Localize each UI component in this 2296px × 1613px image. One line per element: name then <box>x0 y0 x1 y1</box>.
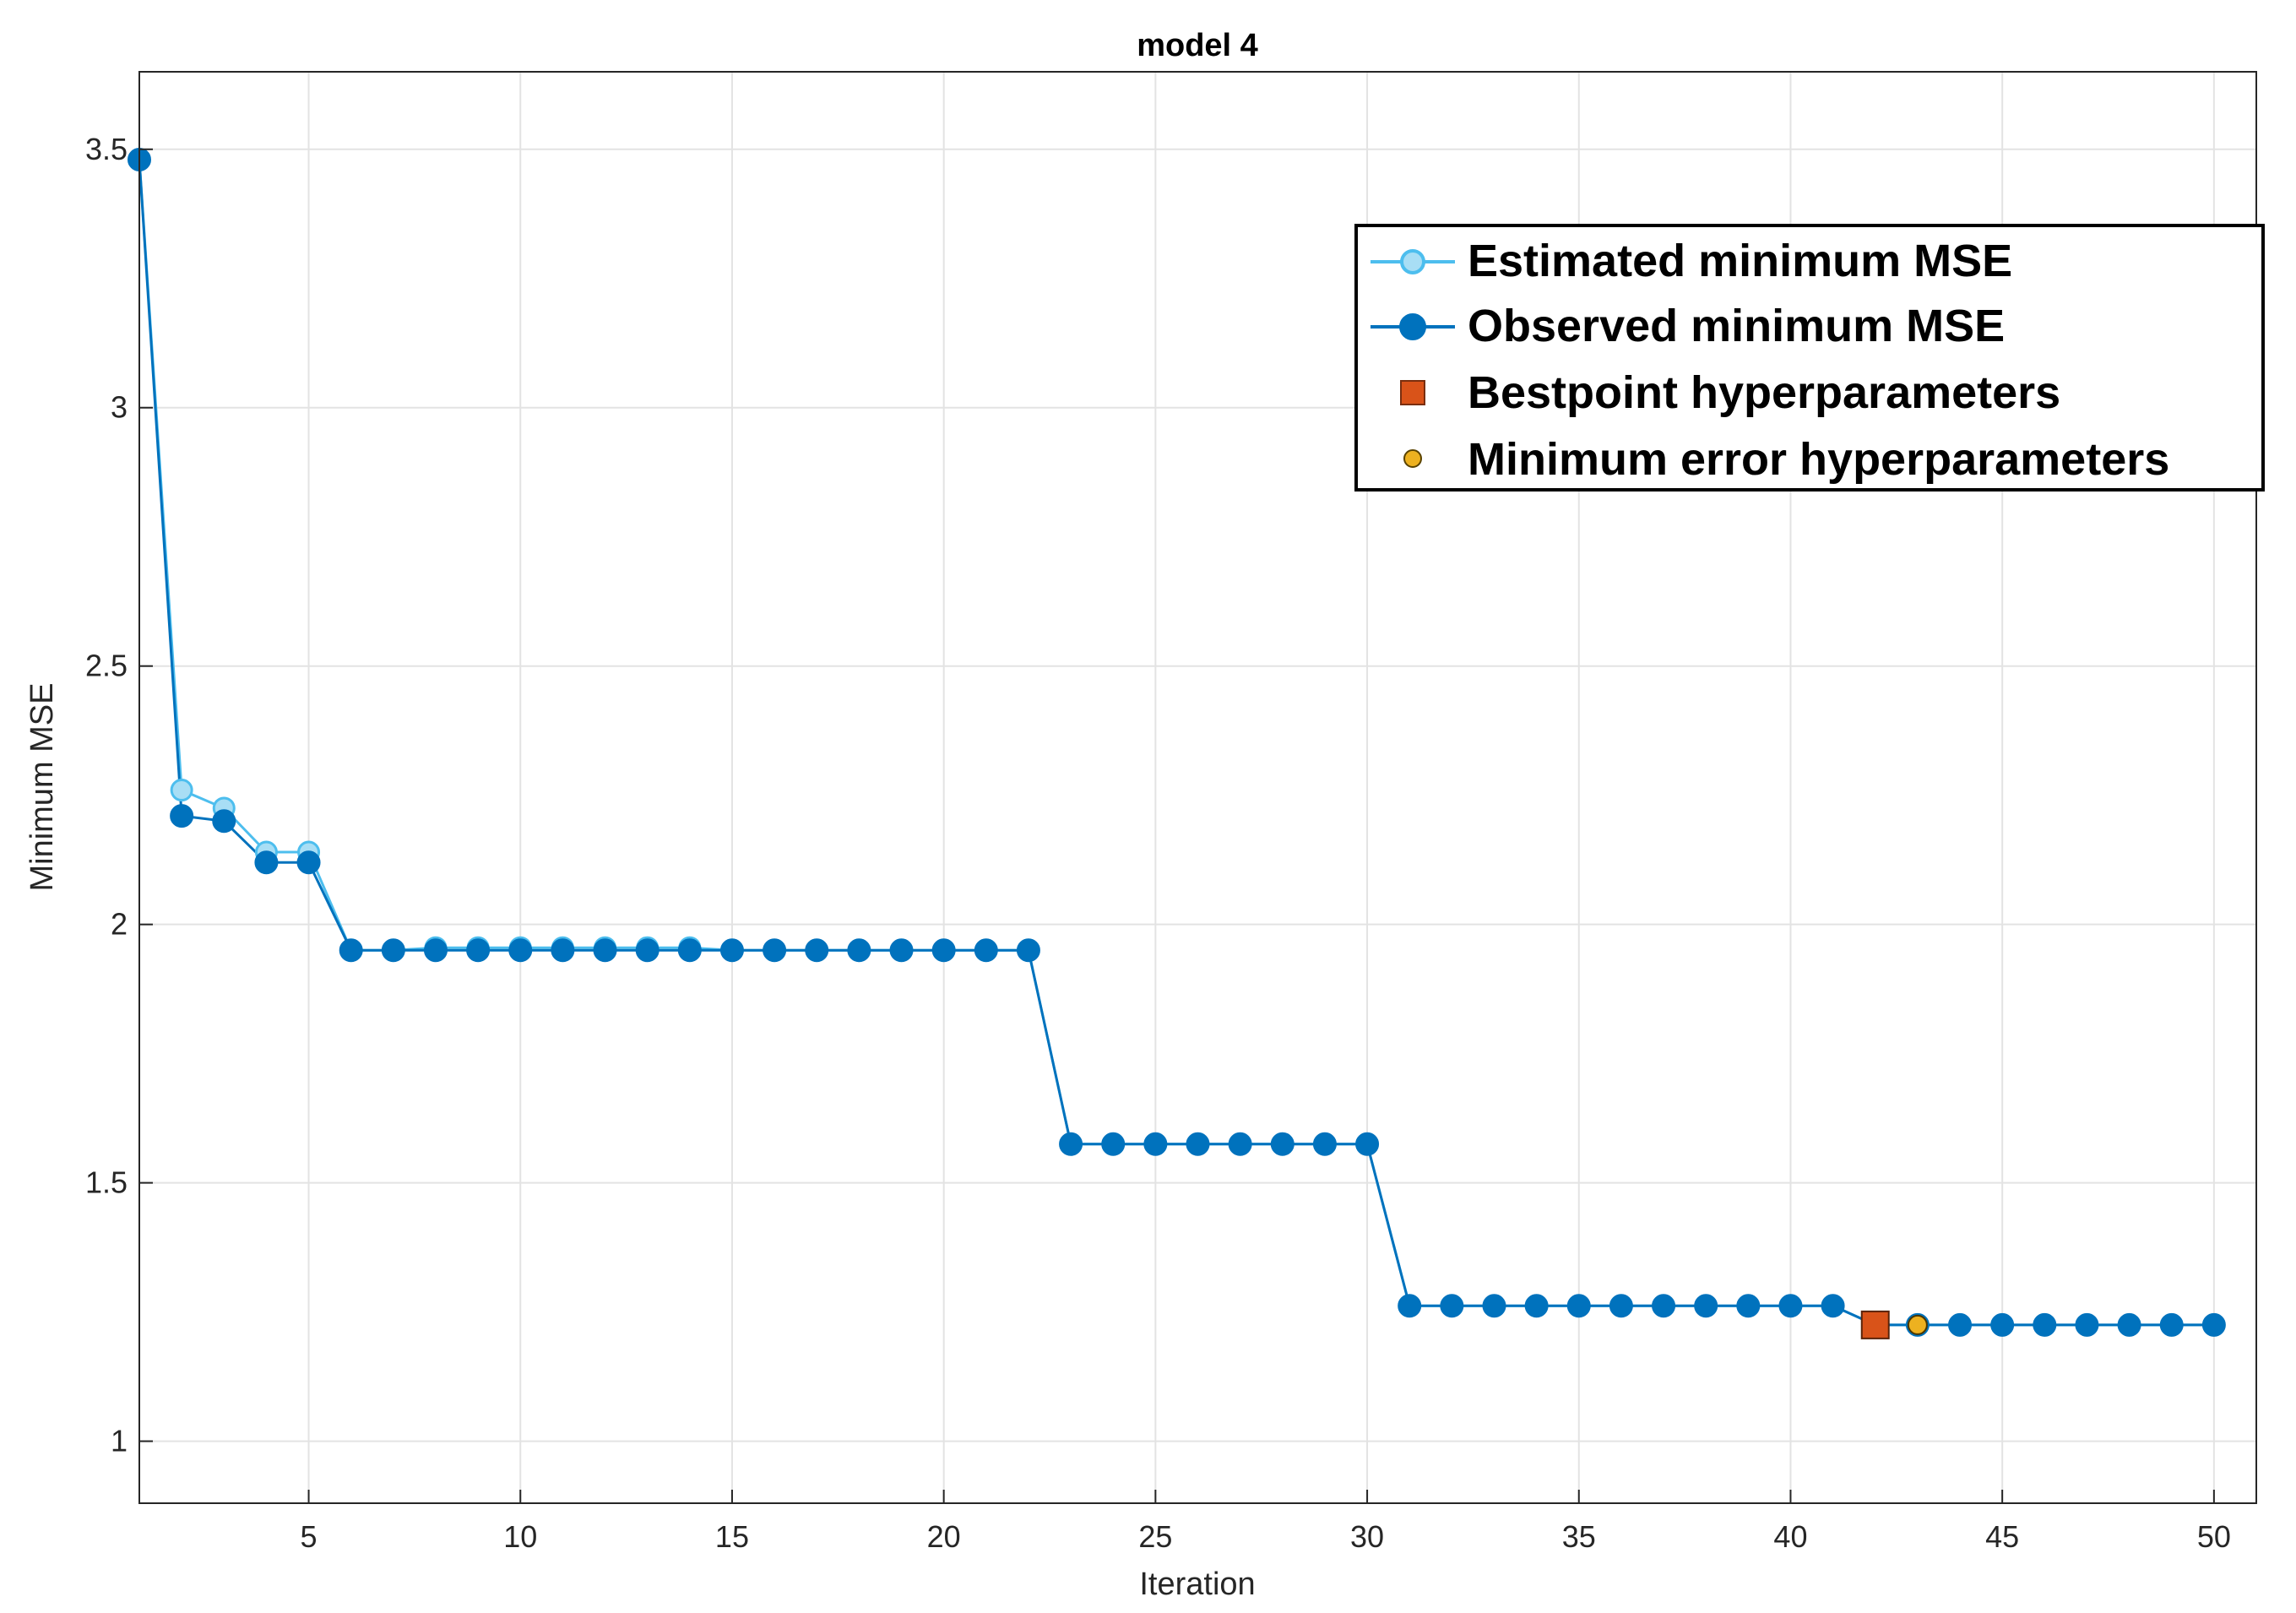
estimated-point <box>170 779 193 802</box>
observed-point <box>1312 1132 1337 1156</box>
observed-point <box>381 938 405 963</box>
observed-point <box>1948 1312 1973 1337</box>
observed-point <box>1101 1132 1126 1156</box>
y-tick-label: 3 <box>111 390 128 425</box>
legend-label-estimated: Estimated minimum MSE <box>1468 236 2012 286</box>
observed-point <box>1016 938 1040 963</box>
observed-point <box>1609 1294 1633 1318</box>
observed-point <box>339 938 363 963</box>
chart-title: model 4 <box>1137 28 1258 63</box>
observed-point <box>2159 1312 2184 1337</box>
legend-label-observed: Observed minimum MSE <box>1468 301 2005 351</box>
legend-item-bestpoint: Bestpoint hyperparameters <box>1400 367 2060 418</box>
y-tick-label: 2 <box>111 907 128 942</box>
ticks: 5 10 15 20 25 30 35 40 45 50 1 1.5 2 2.5 3 3.5 <box>85 132 2231 1554</box>
observed-point <box>508 938 533 963</box>
x-tick-label: 45 <box>1985 1519 2019 1554</box>
observed-point <box>466 938 491 963</box>
y-tick-label: 2.5 <box>85 649 128 683</box>
observed-point <box>1524 1294 1549 1318</box>
observed-point <box>170 804 194 828</box>
minimum-error-marker <box>1907 1314 1928 1335</box>
legend-item-estimated: Estimated minimum MSE <box>1371 236 2012 286</box>
observed-point <box>1355 1132 1380 1156</box>
x-tick-label: 50 <box>2197 1519 2231 1554</box>
legend-marker-bestpoint <box>1400 380 1425 405</box>
observed-point <box>1059 1132 1083 1156</box>
y-tick-label: 1.5 <box>85 1165 128 1200</box>
legend-marker-observed <box>1399 313 1426 340</box>
observed-point <box>1736 1294 1761 1318</box>
x-tick-label: 20 <box>927 1519 961 1554</box>
observed-point <box>2117 1312 2141 1337</box>
x-tick-label: 25 <box>1138 1519 1172 1554</box>
x-tick-label: 35 <box>1562 1519 1596 1554</box>
observed-point <box>423 938 448 963</box>
axes-box <box>138 71 2257 1504</box>
observed-point <box>719 938 744 963</box>
y-tick-label: 3.5 <box>85 132 128 166</box>
legend-label-minimum-error: Minimum error hyperparameters <box>1468 434 2169 485</box>
observed-point <box>635 938 659 963</box>
observed-point <box>1566 1294 1591 1318</box>
observed-point <box>1652 1294 1676 1318</box>
x-tick-label: 30 <box>1350 1519 1384 1554</box>
observed-point <box>1143 1132 1168 1156</box>
observed-point <box>931 938 956 963</box>
observed-point <box>1270 1132 1295 1156</box>
observed-point <box>1186 1132 1210 1156</box>
x-tick-label: 5 <box>301 1519 318 1554</box>
observed-point <box>1990 1312 2015 1337</box>
observed-point <box>1398 1294 1422 1318</box>
legend-item-minimum-error: Minimum error hyperparameters <box>1403 434 2169 485</box>
observed-point <box>847 938 871 963</box>
observed-point <box>212 809 236 834</box>
observed-point <box>254 850 279 875</box>
y-tick-label: 1 <box>111 1424 128 1458</box>
x-tick-label: 40 <box>1773 1519 1807 1554</box>
observed-point <box>1778 1294 1803 1318</box>
observed-point <box>677 938 702 963</box>
observed-point <box>2033 1312 2057 1337</box>
observed-point <box>805 938 829 963</box>
observed-point <box>296 850 321 875</box>
legend: Estimated minimum MSE Observed minimum M… <box>1354 224 2265 492</box>
observed-point <box>551 938 575 963</box>
observed-point <box>974 938 998 963</box>
observed-point <box>1482 1294 1506 1318</box>
legend-marker-minimum-error <box>1403 449 1422 468</box>
observed-point <box>763 938 787 963</box>
observed-point <box>889 938 914 963</box>
x-tick-label: 15 <box>715 1519 749 1554</box>
observed-point <box>593 938 617 963</box>
y-axis-label: Minimum MSE <box>24 682 60 891</box>
legend-label-bestpoint: Bestpoint hyperparameters <box>1468 367 2060 418</box>
legend-marker-estimated <box>1400 249 1425 274</box>
observed-point <box>2075 1312 2099 1337</box>
legend-box <box>1354 224 2265 492</box>
bestpoint-marker <box>1860 1310 1890 1339</box>
x-axis-label: Iteration <box>1139 1567 1255 1602</box>
observed-point <box>1694 1294 1718 1318</box>
legend-item-observed: Observed minimum MSE <box>1371 301 2005 351</box>
observed-point <box>2201 1312 2226 1337</box>
observed-point <box>1440 1294 1464 1318</box>
observed-point <box>1821 1294 1845 1318</box>
x-tick-label: 10 <box>503 1519 537 1554</box>
observed-point <box>1228 1132 1252 1156</box>
series-layer <box>128 148 2226 1339</box>
